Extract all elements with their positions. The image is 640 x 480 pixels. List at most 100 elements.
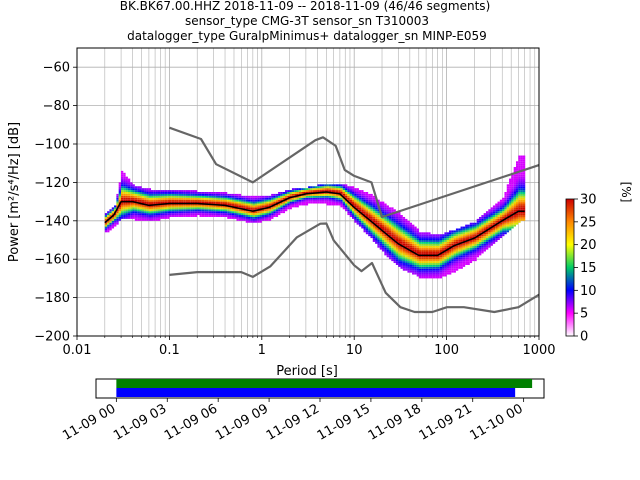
density-cell [204, 213, 207, 216]
density-cell [504, 218, 507, 221]
density-cell [183, 207, 186, 210]
density-cell [518, 165, 521, 168]
density-cell [451, 257, 454, 260]
density-cell [425, 247, 429, 250]
density-cell [400, 255, 403, 258]
density-cell [368, 213, 371, 216]
density-cell [125, 216, 128, 219]
density-cell [278, 192, 281, 194]
density-cell [462, 232, 466, 235]
density-cell [388, 249, 392, 252]
coverage-bar-green [116, 379, 533, 388]
model-curves [104, 126, 539, 314]
density-cell [472, 245, 475, 248]
density-cell [153, 211, 156, 214]
density-cell [321, 186, 325, 189]
density-cell [398, 264, 401, 267]
density-cell [453, 245, 456, 248]
density-cell [437, 249, 440, 252]
density-cell [416, 272, 419, 275]
density-cell [409, 238, 413, 240]
density-cell [520, 197, 523, 200]
density-cell [379, 234, 383, 237]
density-cell [125, 182, 128, 185]
density-cell [407, 266, 410, 269]
density-cell [416, 249, 419, 252]
density-cell [356, 199, 359, 202]
density-cell [492, 228, 496, 231]
density-cell [499, 205, 503, 208]
density-cell [520, 182, 523, 185]
density-cell [460, 226, 463, 229]
density-cell [315, 201, 318, 204]
density-cell [104, 228, 108, 231]
density-cell [515, 199, 519, 202]
density-cell [402, 222, 406, 225]
density-cell [453, 261, 456, 264]
density-cell [513, 180, 516, 183]
density-cell [264, 199, 267, 202]
density-cell [321, 195, 325, 198]
density-cell [155, 215, 158, 217]
density-cell [144, 209, 147, 212]
density-cell [509, 218, 512, 221]
density-cell [499, 234, 503, 237]
density-cell [522, 211, 526, 214]
density-cell [120, 203, 124, 206]
density-cell [248, 215, 251, 217]
density-cell [398, 261, 401, 264]
density-cell [405, 249, 408, 252]
density-cell [483, 234, 486, 237]
density-cell [370, 203, 373, 206]
density-cell [261, 203, 265, 206]
density-cell [421, 257, 424, 260]
density-cell [502, 215, 505, 217]
density-cell [146, 199, 149, 202]
density-cell [356, 222, 359, 225]
density-cell [174, 195, 177, 198]
density-cell [462, 255, 466, 258]
density-cell [275, 211, 279, 214]
density-cell [331, 184, 334, 187]
density-cell [370, 195, 373, 198]
density-cell [155, 193, 158, 196]
density-cell [280, 207, 283, 210]
density-cell [460, 236, 463, 239]
density-cell [120, 205, 124, 208]
density-cell [453, 234, 456, 237]
density-cell [321, 190, 325, 192]
density-cell [432, 249, 436, 252]
density-cell [254, 195, 258, 198]
y-tick-label: −80 [43, 99, 70, 114]
density-cell [432, 261, 436, 264]
density-cell [511, 216, 514, 219]
density-cell [492, 236, 496, 239]
density-cell [377, 228, 380, 231]
density-cell [453, 263, 456, 265]
density-cell [164, 215, 168, 217]
density-cell [520, 174, 523, 177]
density-cell [294, 193, 297, 196]
density-cell [398, 226, 401, 229]
density-cell [393, 228, 396, 231]
density-cell [185, 201, 188, 204]
density-cell [511, 224, 514, 227]
density-cell [164, 216, 168, 219]
density-cell [328, 197, 332, 200]
density-cell [130, 197, 133, 200]
density-cell [395, 263, 399, 265]
density-cell [328, 193, 332, 196]
density-cell [181, 207, 184, 210]
density-cell [326, 193, 329, 196]
density-cell [421, 255, 424, 258]
density-cell [164, 201, 168, 204]
density-cell [372, 197, 376, 200]
density-cell [155, 192, 158, 194]
density-cell [502, 230, 505, 233]
density-cell [361, 193, 364, 196]
density-cell [405, 240, 408, 242]
density-cell [328, 190, 332, 192]
density-cell [421, 238, 424, 240]
density-cell [208, 199, 212, 202]
